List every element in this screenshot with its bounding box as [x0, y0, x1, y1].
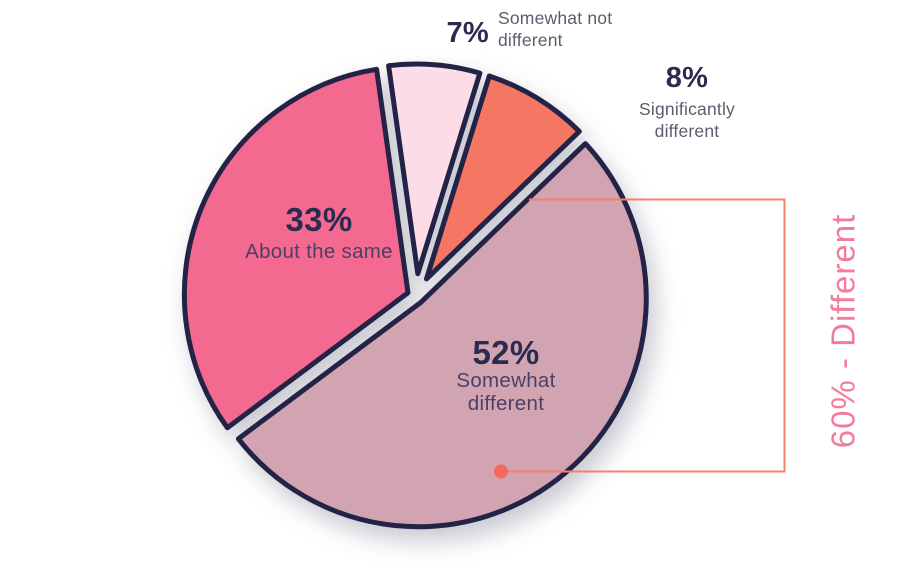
pie-slices-group [181, 61, 649, 530]
callout-bracket [501, 198, 786, 473]
annotation-60-percent-different: 60% - Different [825, 214, 862, 449]
pie-slice-about-the-same [181, 66, 411, 431]
slice-about-the-same-label: About the same [245, 240, 393, 263]
slice-somewhat-different-label-line1: Somewhat [456, 369, 555, 392]
pie-slice-somewhat-not-different [386, 61, 483, 277]
pie-slice-significantly-different [424, 73, 582, 282]
slice-somewhat-not-different-pct: 7% [446, 17, 489, 49]
slice-significantly-different-pct: 8% [666, 62, 709, 94]
slice-significantly-different-label-line1: Significantly [639, 99, 735, 119]
slice-somewhat-different-pct: 52% [473, 334, 540, 371]
callout-dot [494, 464, 508, 479]
slice-somewhat-not-different-label-line2: different [498, 30, 563, 50]
slice-somewhat-not-different-label-line1: Somewhat not [498, 8, 612, 28]
slice-somewhat-different-label-line2: different [468, 392, 544, 415]
slice-significantly-different-label-line2: different [655, 121, 720, 141]
slice-about-the-same-pct: 33% [286, 201, 353, 238]
